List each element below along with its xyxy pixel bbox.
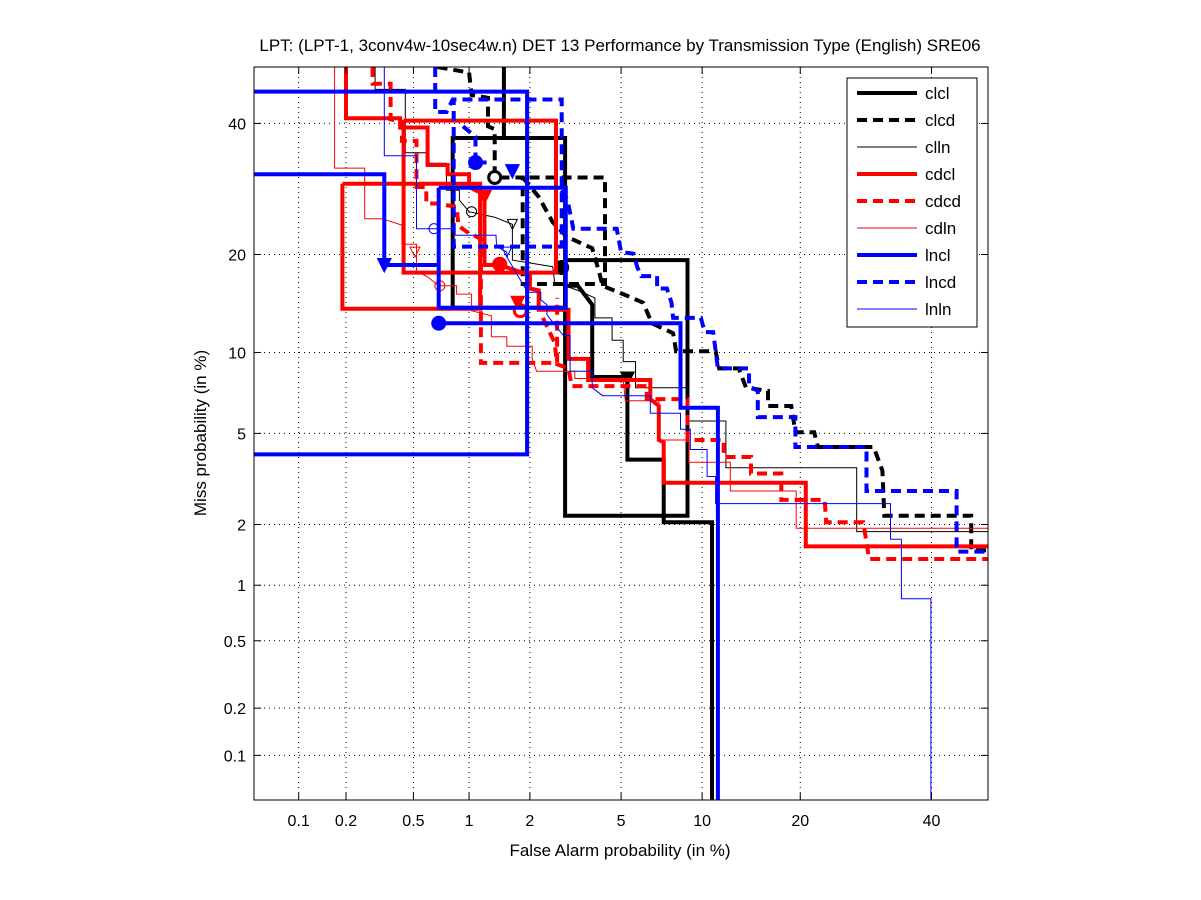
det-curve-lncd	[461, 124, 478, 159]
marker-triangle-cdcl	[476, 189, 493, 206]
marker-triangle-cdcd	[510, 295, 526, 311]
det-curve-lncl	[254, 172, 439, 267]
det-curve-clcd	[521, 176, 988, 553]
x-axis-label: False Alarm probability (in %)	[509, 841, 730, 860]
legend-label-cdcd: cdcd	[925, 192, 961, 211]
legend-label-lncl: lncl	[925, 246, 951, 265]
ticks: 0.1 0.2 0.5 1 2 5 10 20 40 0.1 0.2 0.5 1 2 5 10 20 40	[224, 67, 988, 830]
x-tick-label: 2	[525, 813, 534, 830]
x-tick-label: 0.1	[288, 813, 310, 830]
det-curve-lncd	[433, 67, 564, 249]
x-tick-label: 20	[791, 813, 809, 830]
y-tick-label: 2	[237, 517, 246, 534]
det-curve-cdcd	[370, 67, 560, 365]
y-tick-label: 20	[228, 247, 246, 264]
marker-triangle-lncl	[376, 258, 392, 274]
x-tick-label: 1	[465, 813, 474, 830]
marker-circle-cdcl	[492, 256, 508, 272]
det-curve-cdln	[334, 67, 988, 529]
legend-label-lnln: lnln	[925, 300, 951, 319]
series-lncd	[433, 67, 988, 554]
marker-triangle-cdln	[409, 246, 421, 259]
det-curve-lncd	[559, 189, 988, 554]
det-curve-lncl	[438, 321, 720, 800]
legend-label-lncd: lncd	[925, 273, 956, 292]
x-tick-label: 10	[693, 813, 711, 830]
marker-circle-clcd	[487, 169, 503, 185]
x-tick-label: 40	[923, 813, 941, 830]
det-curve-lncl	[254, 89, 530, 457]
legend-label-clln: clln	[925, 138, 951, 157]
y-tick-label: 5	[237, 426, 246, 443]
y-tick-label: 1	[237, 578, 246, 595]
y-tick-label: 0.1	[224, 748, 246, 765]
x-tick-label: 0.2	[335, 813, 357, 830]
series-layer	[254, 67, 988, 800]
y-tick-label: 0.2	[224, 701, 246, 718]
x-tick-label: 0.5	[402, 813, 424, 830]
x-tick-label: 5	[617, 813, 626, 830]
marker-triangle-lnln	[501, 246, 513, 259]
legend-label-cdcl: cdcl	[925, 165, 955, 184]
legend: clcl clcd clln cdcl cdcd cdln lncl lncd lnln	[846, 77, 978, 328]
grid	[254, 67, 988, 800]
marker-triangle-lncl	[504, 164, 521, 180]
marker-circle-lncl	[431, 315, 447, 331]
det-curve-clcl	[563, 258, 714, 800]
series-lncl	[254, 89, 720, 800]
legend-label-cdln: cdln	[925, 219, 956, 238]
y-tick-label: 0.5	[224, 634, 246, 651]
marker-circle-clln	[466, 206, 478, 218]
marker-circle-lnln	[428, 223, 440, 235]
legend-label-clcd: clcd	[925, 111, 955, 130]
y-axis-label: Miss probability (in %)	[191, 350, 210, 516]
det-curve-lncl	[436, 185, 568, 310]
det-curve-cdcl	[344, 67, 486, 197]
legend-label-clcl: clcl	[925, 84, 950, 103]
y-tick-label: 40	[228, 116, 246, 133]
det-curve-cdcl	[401, 118, 558, 275]
marker-triangle-clln	[506, 218, 519, 231]
y-tick-label: 10	[228, 345, 246, 362]
det-curve-lnln	[383, 67, 932, 800]
series-lnln	[383, 67, 932, 800]
det-curve-cdcl	[482, 194, 988, 549]
chart-title: LPT: (LPT-1, 3conv4w-10sec4w.n) DET 13 P…	[259, 36, 980, 55]
